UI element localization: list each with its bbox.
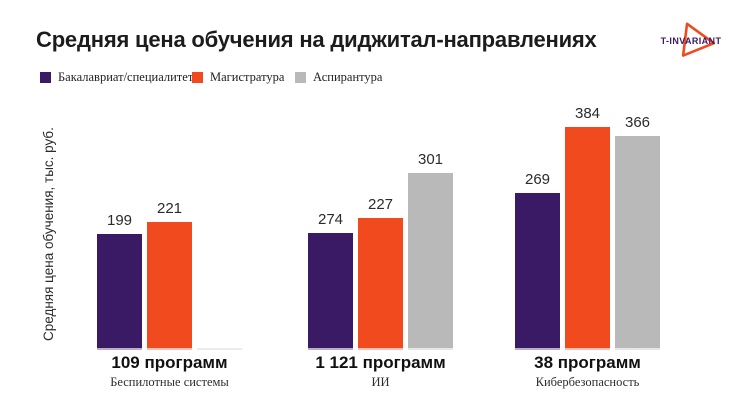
bar-value-label: 301 — [417, 151, 444, 168]
legend: Бакалавриат/специалитет Магистратура Асп… — [0, 70, 736, 86]
legend-swatch-master — [192, 72, 203, 83]
t-invariant-logo: T-INVARIANT — [652, 20, 730, 62]
group-category-label: Кибербезопасность — [535, 375, 640, 389]
page-title: Средняя цена обучения на диджитал-направ… — [36, 27, 597, 52]
bar-value-label: 199 — [106, 212, 133, 229]
bar-missing — [197, 348, 242, 350]
group-label: 1 121 программ — [315, 353, 446, 372]
bar — [308, 233, 353, 350]
bar — [147, 222, 192, 350]
bar-value-label: 221 — [156, 200, 183, 217]
legend-item-bachelor: Бакалавриат/специалитет — [40, 70, 193, 85]
legend-item-postgrad: Аспирантура — [295, 70, 382, 85]
bar-value-label: 366 — [624, 114, 651, 131]
legend-label-bachelor: Бакалавриат/специалитет — [58, 70, 194, 84]
legend-item-master: Магистратура — [192, 70, 284, 85]
group-label: 109 программ — [111, 353, 228, 372]
bar — [565, 127, 610, 350]
bar — [408, 173, 453, 350]
logo-triangle-icon — [681, 22, 716, 57]
bar — [615, 136, 660, 350]
bar-value-label: 227 — [367, 196, 394, 213]
legend-swatch-postgrad — [295, 72, 306, 83]
bar — [358, 218, 403, 350]
legend-swatch-bachelor — [40, 72, 51, 83]
legend-label-postgrad: Аспирантура — [313, 70, 383, 84]
group-category-label: Беспилотные системы — [110, 375, 229, 389]
group-label: 38 программ — [534, 353, 641, 372]
group-category-label: ИИ — [371, 375, 390, 389]
legend-label-master: Магистратура — [210, 70, 285, 84]
logo-text: T-INVARIANT — [661, 36, 722, 46]
bar — [97, 234, 142, 350]
bar-value-label: 269 — [524, 171, 551, 188]
bar — [515, 193, 560, 350]
bar-value-label: 384 — [574, 105, 601, 122]
bar-value-label: 274 — [317, 211, 344, 228]
